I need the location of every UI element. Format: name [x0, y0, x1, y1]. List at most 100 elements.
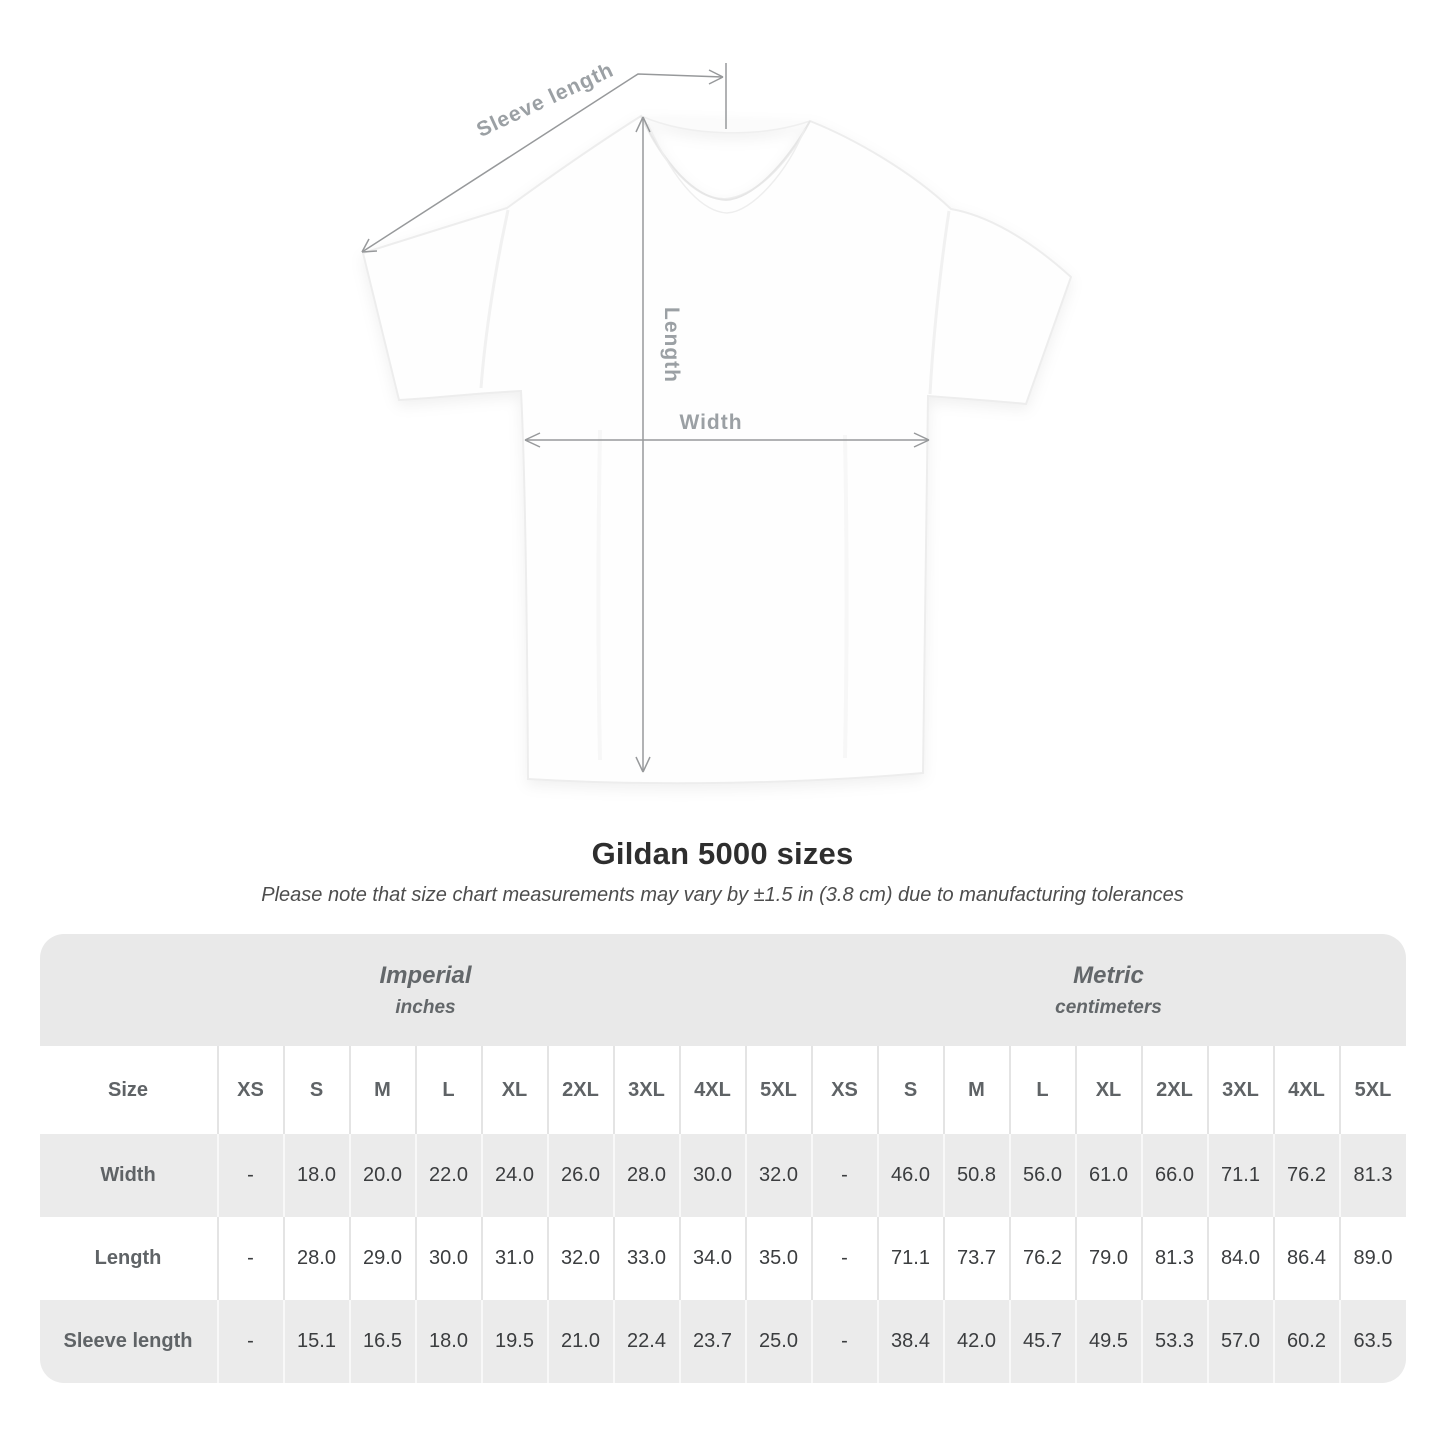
width-metric-m: 50.8	[942, 1134, 1010, 1217]
width-imperial-5xl: 32.0	[744, 1134, 812, 1217]
length-metric-5xl: 89.0	[1338, 1217, 1406, 1300]
right-sleeve-seam	[928, 210, 951, 395]
width-imperial-m: 20.0	[348, 1134, 416, 1217]
width-metric-s: 46.0	[876, 1134, 944, 1217]
sleeve-length-row: Sleeve length - 15.1 16.5 18.0 19.5 21.0…	[39, 1300, 1406, 1383]
size-header-imperial-xl: XL	[480, 1046, 548, 1134]
length-row-label: Length	[94, 1247, 162, 1269]
size-header-metric-2xl: 2XL	[1140, 1046, 1208, 1134]
width-metric-xl: 61.0	[1074, 1134, 1142, 1217]
sleeve-metric-l: 45.7	[1008, 1300, 1076, 1383]
length-metric-l: 76.2	[1008, 1217, 1076, 1300]
body-crease-right	[843, 434, 849, 759]
length-imperial-xl: 31.0	[480, 1217, 548, 1300]
sleeve-imperial-5xl: 25.0	[744, 1300, 812, 1383]
length-imperial-s: 28.0	[282, 1217, 350, 1300]
size-header-imperial-xs: XS	[216, 1046, 284, 1134]
sleeve-metric-s: 38.4	[876, 1300, 944, 1383]
width-metric-5xl: 81.3	[1338, 1134, 1406, 1217]
sleeve-metric-m: 42.0	[942, 1300, 1010, 1383]
length-metric-s: 71.1	[876, 1217, 944, 1300]
width-label: Width	[679, 411, 742, 434]
size-header-row: Size XS S M L XL 2XL 3XL 4XL 5XL XS S M …	[39, 1046, 1406, 1134]
sleeve-imperial-m: 16.5	[348, 1300, 416, 1383]
size-header-imperial-3xl: 3XL	[612, 1046, 680, 1134]
collar-outer-edge	[640, 115, 811, 201]
body-crease-left	[596, 429, 602, 761]
tshirt-image	[361, 114, 1073, 785]
size-header-imperial-5xl: 5XL	[744, 1046, 812, 1134]
page-title: Gildan 5000 sizes	[591, 836, 854, 871]
size-header-imperial-m: M	[348, 1046, 416, 1134]
length-metric-m: 73.7	[942, 1217, 1010, 1300]
size-header-imperial-s: S	[282, 1046, 350, 1134]
width-metric-xs: -	[810, 1134, 878, 1217]
tshirt-measurement-diagram: Sleeve length Length Width	[361, 58, 1073, 785]
size-table: Imperial inches Metric centimeters Size …	[39, 934, 1406, 1383]
sleeve-metric-5xl: 63.5	[1338, 1300, 1406, 1383]
sleeve-metric-xs: -	[810, 1300, 878, 1383]
sleeve-length-row-label: Sleeve length	[63, 1330, 193, 1352]
length-imperial-3xl: 33.0	[612, 1217, 680, 1300]
size-header-metric-xl: XL	[1074, 1046, 1142, 1134]
sleeve-length-arrow	[361, 63, 727, 253]
metric-header-cell: Metric centimeters	[811, 934, 1406, 1046]
width-imperial-xl: 24.0	[480, 1134, 548, 1217]
width-imperial-l: 22.0	[414, 1134, 482, 1217]
size-header-metric-5xl: 5XL	[1338, 1046, 1406, 1134]
length-imperial-l: 30.0	[414, 1217, 482, 1300]
width-row-label: Width	[100, 1164, 156, 1186]
length-metric-3xl: 84.0	[1206, 1217, 1274, 1300]
unit-header-row: Imperial inches Metric centimeters	[39, 934, 1406, 1046]
size-header-imperial-l: L	[414, 1046, 482, 1134]
sleeve-metric-xl: 49.5	[1074, 1300, 1142, 1383]
sleeve-imperial-4xl: 23.7	[678, 1300, 746, 1383]
size-header-metric-3xl: 3XL	[1206, 1046, 1274, 1134]
width-imperial-3xl: 28.0	[612, 1134, 680, 1217]
length-metric-xs: -	[810, 1217, 878, 1300]
imperial-unit-label: inches	[395, 996, 456, 1018]
width-metric-l: 56.0	[1008, 1134, 1076, 1217]
size-header-metric-l: L	[1008, 1046, 1076, 1134]
sleeve-imperial-l: 18.0	[414, 1300, 482, 1383]
sleeve-imperial-s: 15.1	[282, 1300, 350, 1383]
width-imperial-xs: -	[216, 1134, 284, 1217]
width-metric-4xl: 76.2	[1272, 1134, 1340, 1217]
sleeve-length-label: Sleeve length	[473, 58, 617, 142]
length-metric-xl: 79.0	[1074, 1217, 1142, 1300]
size-header-metric-m: M	[942, 1046, 1010, 1134]
size-header-metric-s: S	[876, 1046, 944, 1134]
size-header-metric-xs: XS	[810, 1046, 878, 1134]
size-header-imperial-4xl: 4XL	[678, 1046, 746, 1134]
metric-unit-label: centimeters	[1055, 996, 1162, 1018]
size-header-metric-4xl: 4XL	[1272, 1046, 1340, 1134]
width-metric-3xl: 71.1	[1206, 1134, 1274, 1217]
metric-label: Metric	[1073, 961, 1144, 989]
width-metric-2xl: 66.0	[1140, 1134, 1208, 1217]
length-imperial-5xl: 35.0	[744, 1217, 812, 1300]
sleeve-metric-2xl: 53.3	[1140, 1300, 1208, 1383]
width-imperial-s: 18.0	[282, 1134, 350, 1217]
size-header-imperial-2xl: 2XL	[546, 1046, 614, 1134]
sleeve-imperial-3xl: 22.4	[612, 1300, 680, 1383]
sleeve-metric-4xl: 60.2	[1272, 1300, 1340, 1383]
width-arrow	[524, 432, 930, 448]
length-row: Length - 28.0 29.0 30.0 31.0 32.0 33.0 3…	[39, 1217, 1406, 1300]
length-label: Length	[660, 307, 683, 383]
size-table-grid: Imperial inches Metric centimeters Size …	[39, 934, 1406, 1383]
length-arrow	[635, 116, 651, 773]
sleeve-imperial-xs: -	[216, 1300, 284, 1383]
length-imperial-2xl: 32.0	[546, 1217, 614, 1300]
length-metric-4xl: 86.4	[1272, 1217, 1340, 1300]
imperial-header-cell: Imperial inches	[39, 934, 812, 1046]
width-imperial-4xl: 30.0	[678, 1134, 746, 1217]
tolerance-note: Please note that size chart measurements…	[261, 884, 1184, 906]
collar-inner-edge	[647, 123, 806, 214]
sleeve-metric-3xl: 57.0	[1206, 1300, 1274, 1383]
length-metric-2xl: 81.3	[1140, 1217, 1208, 1300]
left-sleeve-seam	[479, 209, 510, 389]
width-row: Width - 18.0 20.0 22.0 24.0 26.0 28.0 30…	[39, 1134, 1406, 1217]
sleeve-imperial-2xl: 21.0	[546, 1300, 614, 1383]
length-imperial-m: 29.0	[348, 1217, 416, 1300]
